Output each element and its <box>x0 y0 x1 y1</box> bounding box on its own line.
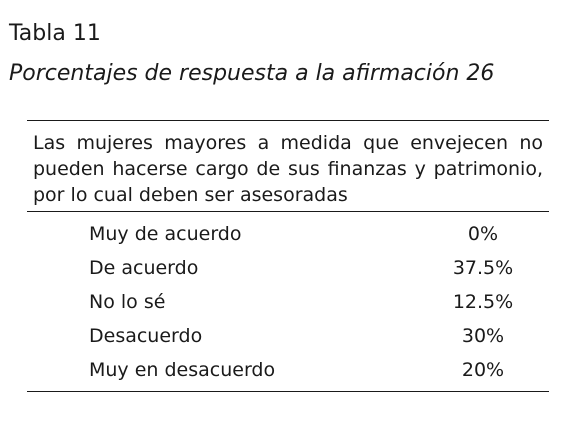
response-percentage: 20% <box>461 359 505 381</box>
response-label: Muy de acuerdo <box>89 223 242 245</box>
header-rule <box>27 211 549 212</box>
table-row: De acuerdo 37.5% <box>27 251 549 285</box>
response-percentage: 30% <box>461 325 505 347</box>
response-table: Las mujeres mayores a medida que envejec… <box>27 120 549 392</box>
table-number: Tabla 11 <box>9 21 101 46</box>
bottom-rule <box>27 391 549 392</box>
table-row: Muy en desacuerdo 20% <box>27 353 549 387</box>
response-percentage: 37.5% <box>452 257 514 279</box>
response-rows: Muy de acuerdo 0% De acuerdo 37.5% No lo… <box>27 212 549 391</box>
response-label: Muy en desacuerdo <box>89 359 276 381</box>
response-percentage: 12.5% <box>452 291 514 313</box>
table-caption: Porcentajes de respuesta a la afirmación… <box>9 61 495 86</box>
top-rule <box>27 120 549 121</box>
response-label: No lo sé <box>89 291 166 313</box>
table-row: Muy de acuerdo 0% <box>27 217 549 251</box>
response-label: De acuerdo <box>89 257 199 279</box>
table-row: No lo sé 12.5% <box>27 285 549 319</box>
response-label: Desacuerdo <box>89 325 203 347</box>
response-percentage: 0% <box>467 223 499 245</box>
table-row: Desacuerdo 30% <box>27 319 549 353</box>
statement-header: Las mujeres mayores a medida que envejec… <box>33 132 543 206</box>
